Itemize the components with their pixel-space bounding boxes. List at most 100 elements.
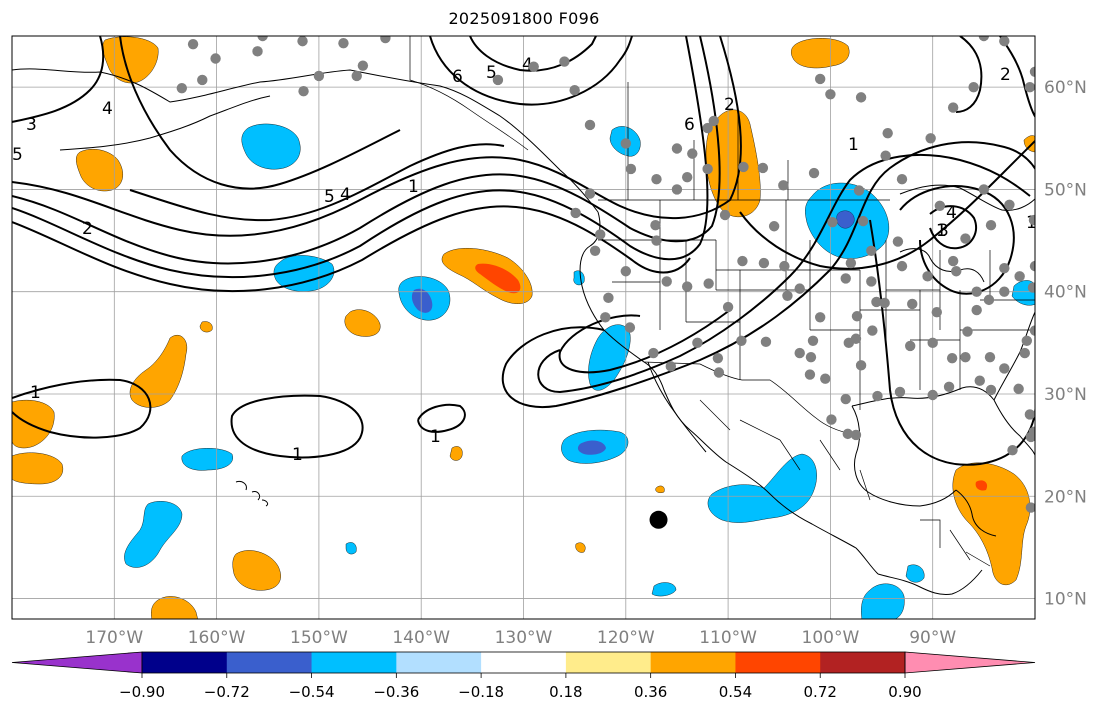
station-dot xyxy=(692,337,703,349)
station-dot xyxy=(1019,347,1030,359)
station-dot xyxy=(968,81,979,93)
station-dot xyxy=(947,102,959,113)
map-plot-area: 6 5 4 4 3 5 2 1 5 4 1 2 6 1 2 1 1 1 4 1 xyxy=(12,36,1050,619)
positive-anomaly-patch xyxy=(1023,135,1035,153)
contour-line xyxy=(899,185,1015,295)
station-dot xyxy=(782,290,793,301)
station-dot xyxy=(298,86,309,97)
station-dot xyxy=(1029,325,1035,336)
station-dot xyxy=(1025,502,1035,513)
colorbar: −0.90 −0.72 −0.54 −0.36 −0.18 0.18 0.36 0.54 0.7… xyxy=(11,651,1036,701)
contour-line xyxy=(12,378,152,439)
station-dot xyxy=(985,220,997,231)
station-dot xyxy=(922,271,933,282)
contour-line xyxy=(955,36,983,113)
colorbar-segment xyxy=(565,652,652,673)
colorbar-under-arrow xyxy=(11,651,143,674)
station-dot xyxy=(894,386,906,398)
station-dot xyxy=(805,351,817,363)
station-dot xyxy=(904,340,916,352)
station-dot xyxy=(827,216,838,228)
station-dot xyxy=(871,296,882,308)
alaska-coastline xyxy=(12,68,599,213)
positive-anomaly-patch xyxy=(449,446,463,461)
station-dot xyxy=(713,367,725,378)
central-america-coastline xyxy=(877,569,983,595)
station-dot xyxy=(176,82,188,94)
contour-line xyxy=(469,36,597,72)
colorbar-segment xyxy=(396,652,482,673)
contour-line xyxy=(230,394,364,459)
longitude-tick-label: 160°W xyxy=(188,628,246,648)
contour-label: 3 xyxy=(938,221,949,241)
station-dot xyxy=(931,306,942,318)
contour-label: 1 xyxy=(408,177,419,197)
station-dot xyxy=(1013,383,1024,395)
contour-label: 6 xyxy=(684,115,695,135)
positive-anomaly-patch xyxy=(344,309,381,337)
colorbar-tick-label: −0.54 xyxy=(289,683,335,701)
colorbar-segment xyxy=(481,652,567,673)
colorbar-tick-label: −0.72 xyxy=(204,683,250,701)
station-dot xyxy=(1027,282,1035,293)
station-dot xyxy=(934,200,946,211)
station-dot xyxy=(855,92,867,103)
station-dot xyxy=(882,127,893,139)
station-dot xyxy=(648,347,659,359)
station-dot xyxy=(999,363,1010,374)
station-dot xyxy=(985,384,997,396)
contour-label: 6 xyxy=(452,67,463,87)
contour-label: 4 xyxy=(946,203,957,223)
contour-label: 1 xyxy=(848,135,859,155)
station-dot xyxy=(794,347,805,359)
station-dot xyxy=(820,373,831,384)
station-dot xyxy=(651,235,662,246)
strong-positive-anomaly-patch xyxy=(975,480,988,491)
hudson-bay-coastline xyxy=(899,184,1035,211)
colorbar-over-arrow xyxy=(904,651,1036,674)
station-dot xyxy=(866,276,877,287)
negative-anomaly-patch xyxy=(124,501,183,568)
contour-label: 1 xyxy=(430,427,441,447)
station-dot xyxy=(960,351,971,363)
positive-anomaly-patch xyxy=(199,321,213,333)
negative-anomaly-patch xyxy=(181,448,233,471)
colorbar-tick-label: 0.36 xyxy=(634,683,667,701)
alaska-canada-border xyxy=(409,36,529,151)
station-dot xyxy=(584,188,596,199)
colorbar-segment xyxy=(311,652,397,673)
station-dot xyxy=(297,36,308,47)
station-dot xyxy=(984,351,996,363)
gulf-north-coastline xyxy=(851,386,1035,457)
storm-position-marker xyxy=(649,510,668,529)
station-dot xyxy=(872,390,883,402)
station-dot xyxy=(681,171,693,183)
station-dot xyxy=(866,245,877,256)
station-dot xyxy=(620,266,631,277)
strong-negative-anomaly-patch xyxy=(577,440,606,455)
station-dot xyxy=(850,333,862,344)
station-dot xyxy=(1040,338,1050,348)
contour-label: 1 xyxy=(292,445,303,465)
station-dot xyxy=(947,255,959,267)
longitude-tick-label: 90°W xyxy=(909,628,956,648)
station-dot xyxy=(814,73,826,85)
station-dot xyxy=(687,148,698,159)
station-dot xyxy=(671,184,683,195)
latitude-tick-label: 10°N xyxy=(1044,590,1087,610)
positive-anomaly-patch xyxy=(952,462,1031,586)
station-dot xyxy=(380,36,391,44)
station-dot xyxy=(851,311,863,322)
latitude-tick-label: 60°N xyxy=(1044,78,1087,98)
station-dot xyxy=(892,236,904,247)
station-dot xyxy=(794,283,805,294)
station-dot xyxy=(1029,66,1035,77)
station-dot xyxy=(559,56,570,67)
station-dot xyxy=(338,37,349,49)
negative-anomaly-patch xyxy=(836,210,855,229)
contour-label: 4 xyxy=(522,55,533,75)
station-dot xyxy=(492,74,504,86)
colorbar-segment xyxy=(650,652,736,673)
station-dot xyxy=(712,352,724,364)
station-dot xyxy=(842,428,853,440)
